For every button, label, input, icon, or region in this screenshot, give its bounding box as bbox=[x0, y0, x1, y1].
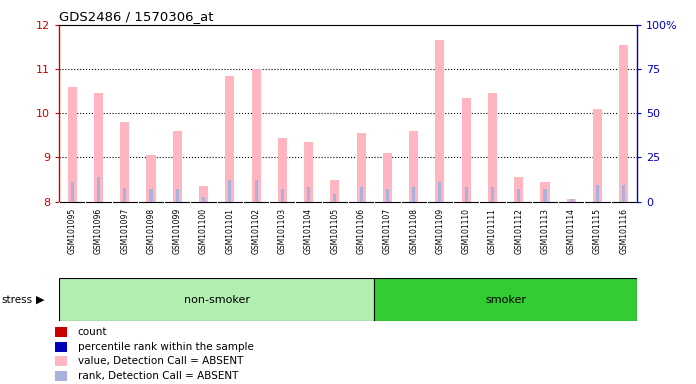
Text: GSM101105: GSM101105 bbox=[331, 208, 340, 254]
Bar bbox=[173, 131, 182, 202]
Bar bbox=[150, 189, 152, 202]
Bar bbox=[94, 93, 103, 202]
Text: GSM101112: GSM101112 bbox=[514, 208, 523, 253]
Bar bbox=[55, 341, 67, 352]
Bar bbox=[202, 197, 205, 202]
Bar bbox=[331, 180, 340, 202]
Text: count: count bbox=[78, 327, 107, 337]
Bar bbox=[251, 69, 261, 202]
Bar bbox=[307, 187, 310, 202]
Text: GSM101116: GSM101116 bbox=[619, 208, 628, 254]
Text: GSM101110: GSM101110 bbox=[461, 208, 470, 254]
Bar bbox=[360, 187, 363, 202]
Bar bbox=[461, 98, 470, 202]
Text: GSM101114: GSM101114 bbox=[567, 208, 576, 254]
Bar bbox=[55, 371, 67, 381]
Text: value, Detection Call = ABSENT: value, Detection Call = ABSENT bbox=[78, 356, 243, 366]
Text: GSM101104: GSM101104 bbox=[304, 208, 313, 254]
Text: GSM101095: GSM101095 bbox=[68, 208, 77, 254]
Bar bbox=[596, 185, 599, 202]
Bar bbox=[544, 189, 546, 202]
Bar bbox=[386, 189, 389, 202]
Bar bbox=[412, 187, 416, 202]
Bar bbox=[120, 122, 129, 202]
Text: GSM101111: GSM101111 bbox=[488, 208, 497, 253]
Bar bbox=[55, 327, 67, 337]
Bar bbox=[68, 87, 77, 202]
Bar bbox=[176, 189, 179, 202]
Text: GSM101098: GSM101098 bbox=[147, 208, 156, 254]
Text: GSM101101: GSM101101 bbox=[226, 208, 235, 254]
Bar bbox=[593, 109, 602, 202]
Text: rank, Detection Call = ABSENT: rank, Detection Call = ABSENT bbox=[78, 371, 238, 381]
Bar bbox=[567, 199, 576, 202]
Bar bbox=[622, 185, 625, 202]
Text: percentile rank within the sample: percentile rank within the sample bbox=[78, 342, 253, 352]
Bar bbox=[55, 356, 67, 366]
Text: GSM101100: GSM101100 bbox=[199, 208, 208, 254]
Text: GSM101107: GSM101107 bbox=[383, 208, 392, 254]
Text: GSM101115: GSM101115 bbox=[593, 208, 602, 254]
Text: GSM101113: GSM101113 bbox=[540, 208, 549, 254]
Bar bbox=[228, 180, 231, 202]
Bar bbox=[619, 45, 628, 202]
Bar bbox=[304, 142, 313, 202]
Bar bbox=[280, 189, 284, 202]
Text: GSM101096: GSM101096 bbox=[94, 208, 103, 254]
Bar bbox=[255, 180, 258, 202]
Bar bbox=[356, 133, 365, 202]
Bar bbox=[71, 182, 74, 202]
Bar bbox=[226, 76, 235, 202]
Bar bbox=[123, 188, 127, 202]
Bar bbox=[199, 186, 208, 202]
Bar bbox=[97, 177, 100, 202]
Bar bbox=[146, 155, 156, 202]
Text: GSM101106: GSM101106 bbox=[356, 208, 365, 254]
Text: stress: stress bbox=[1, 295, 33, 305]
Text: GDS2486 / 1570306_at: GDS2486 / 1570306_at bbox=[59, 10, 214, 23]
Text: GSM101103: GSM101103 bbox=[278, 208, 287, 254]
Bar bbox=[488, 93, 497, 202]
Text: non-smoker: non-smoker bbox=[184, 295, 250, 305]
Text: GSM101109: GSM101109 bbox=[436, 208, 445, 254]
Bar bbox=[465, 187, 468, 202]
Bar bbox=[438, 182, 441, 202]
Text: GSM101108: GSM101108 bbox=[409, 208, 418, 254]
Bar bbox=[435, 40, 445, 202]
Bar bbox=[333, 194, 336, 202]
Text: GSM101102: GSM101102 bbox=[251, 208, 260, 254]
Bar bbox=[540, 182, 550, 202]
Text: ▶: ▶ bbox=[36, 295, 45, 305]
Bar bbox=[59, 278, 374, 321]
Bar bbox=[491, 187, 494, 202]
Bar bbox=[383, 153, 392, 202]
Text: GSM101097: GSM101097 bbox=[120, 208, 129, 254]
Bar bbox=[278, 137, 287, 202]
Text: smoker: smoker bbox=[485, 295, 526, 305]
Bar bbox=[514, 177, 523, 202]
Bar bbox=[569, 199, 573, 202]
Bar bbox=[374, 278, 637, 321]
Bar bbox=[517, 189, 520, 202]
Text: GSM101099: GSM101099 bbox=[173, 208, 182, 254]
Bar bbox=[409, 131, 418, 202]
